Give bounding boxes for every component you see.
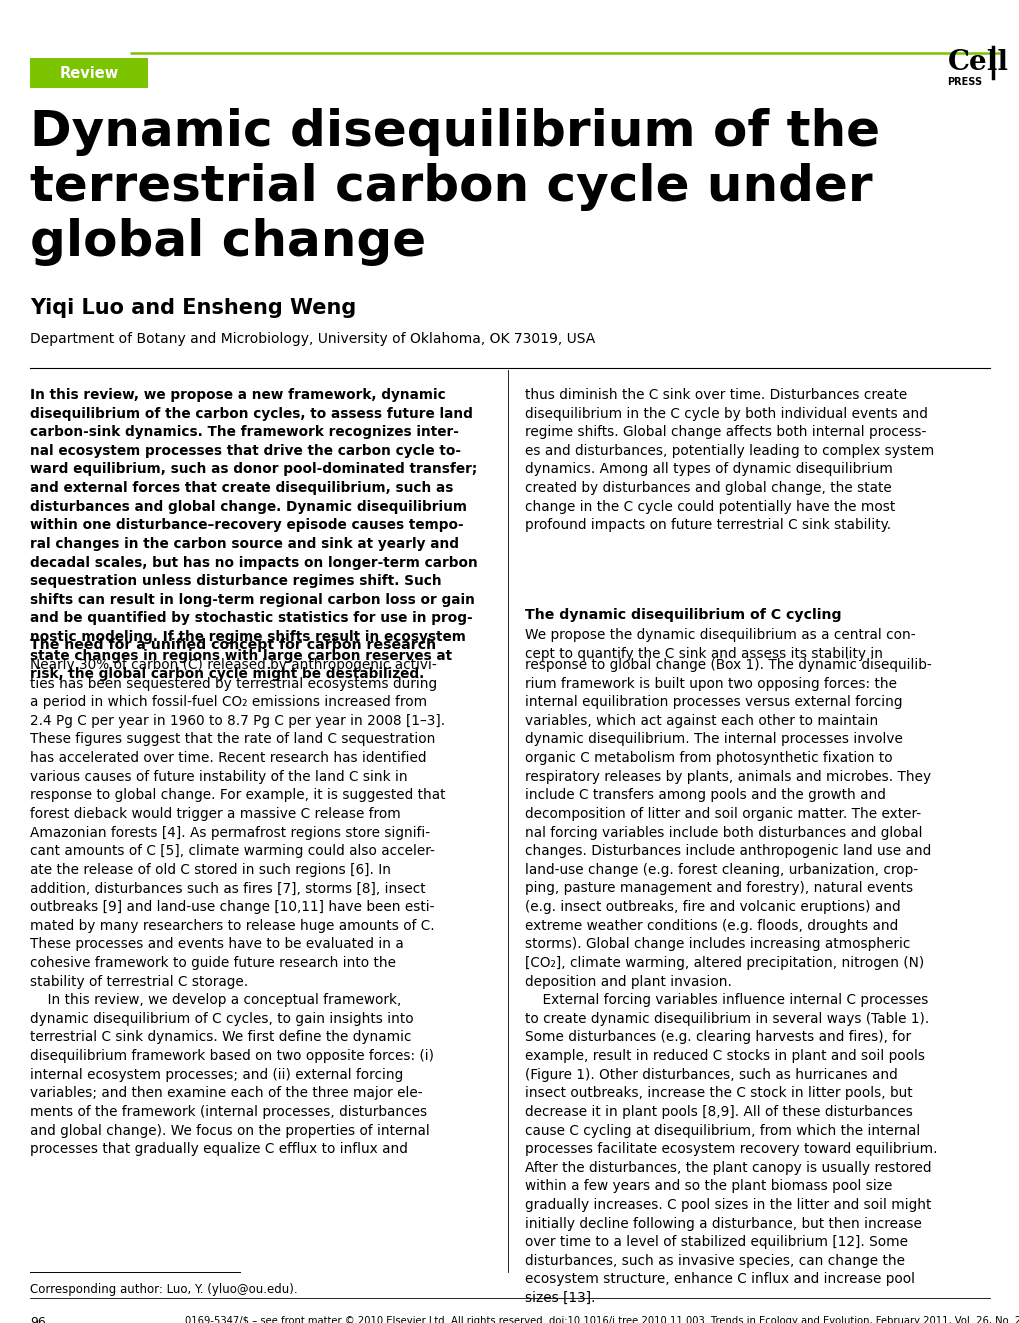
Text: Nearly 30% of carbon (C) released by anthropogenic activi-
ties has been sequest: Nearly 30% of carbon (C) released by ant…: [30, 658, 445, 1156]
Text: response to global change (Box 1). The dynamic disequilib-
rium framework is bui: response to global change (Box 1). The d…: [525, 658, 936, 1304]
Text: thus diminish the C sink over time. Disturbances create
disequilibrium in the C : thus diminish the C sink over time. Dist…: [525, 388, 933, 532]
Text: Yiqi Luo and Ensheng Weng: Yiqi Luo and Ensheng Weng: [30, 298, 356, 318]
Text: Dynamic disequilibrium of the
terrestrial carbon cycle under
global change: Dynamic disequilibrium of the terrestria…: [30, 108, 879, 266]
Text: Review: Review: [59, 66, 118, 81]
Bar: [30, 58, 148, 89]
Text: Corresponding author: Luo, Y. (yluo@ou.edu).: Corresponding author: Luo, Y. (yluo@ou.e…: [30, 1283, 298, 1297]
Text: PRESS: PRESS: [947, 77, 981, 87]
Text: 96: 96: [30, 1316, 46, 1323]
Text: We propose the dynamic disequilibrium as a central con-
cept to quantify the C s: We propose the dynamic disequilibrium as…: [525, 628, 915, 660]
Text: Department of Botany and Microbiology, University of Oklahoma, OK 73019, USA: Department of Botany and Microbiology, U…: [30, 332, 595, 347]
Text: In this review, we propose a new framework, dynamic
disequilibrium of the carbon: In this review, we propose a new framewo…: [30, 388, 477, 681]
Text: The dynamic disequilibrium of C cycling: The dynamic disequilibrium of C cycling: [525, 609, 841, 622]
Text: Cell: Cell: [947, 49, 1008, 75]
Text: The need for a unified concept for carbon research: The need for a unified concept for carbo…: [30, 638, 436, 652]
Text: 0169-5347/$ – see front matter © 2010 Elsevier Ltd. All rights reserved. doi:10.: 0169-5347/$ – see front matter © 2010 El…: [184, 1316, 1019, 1323]
